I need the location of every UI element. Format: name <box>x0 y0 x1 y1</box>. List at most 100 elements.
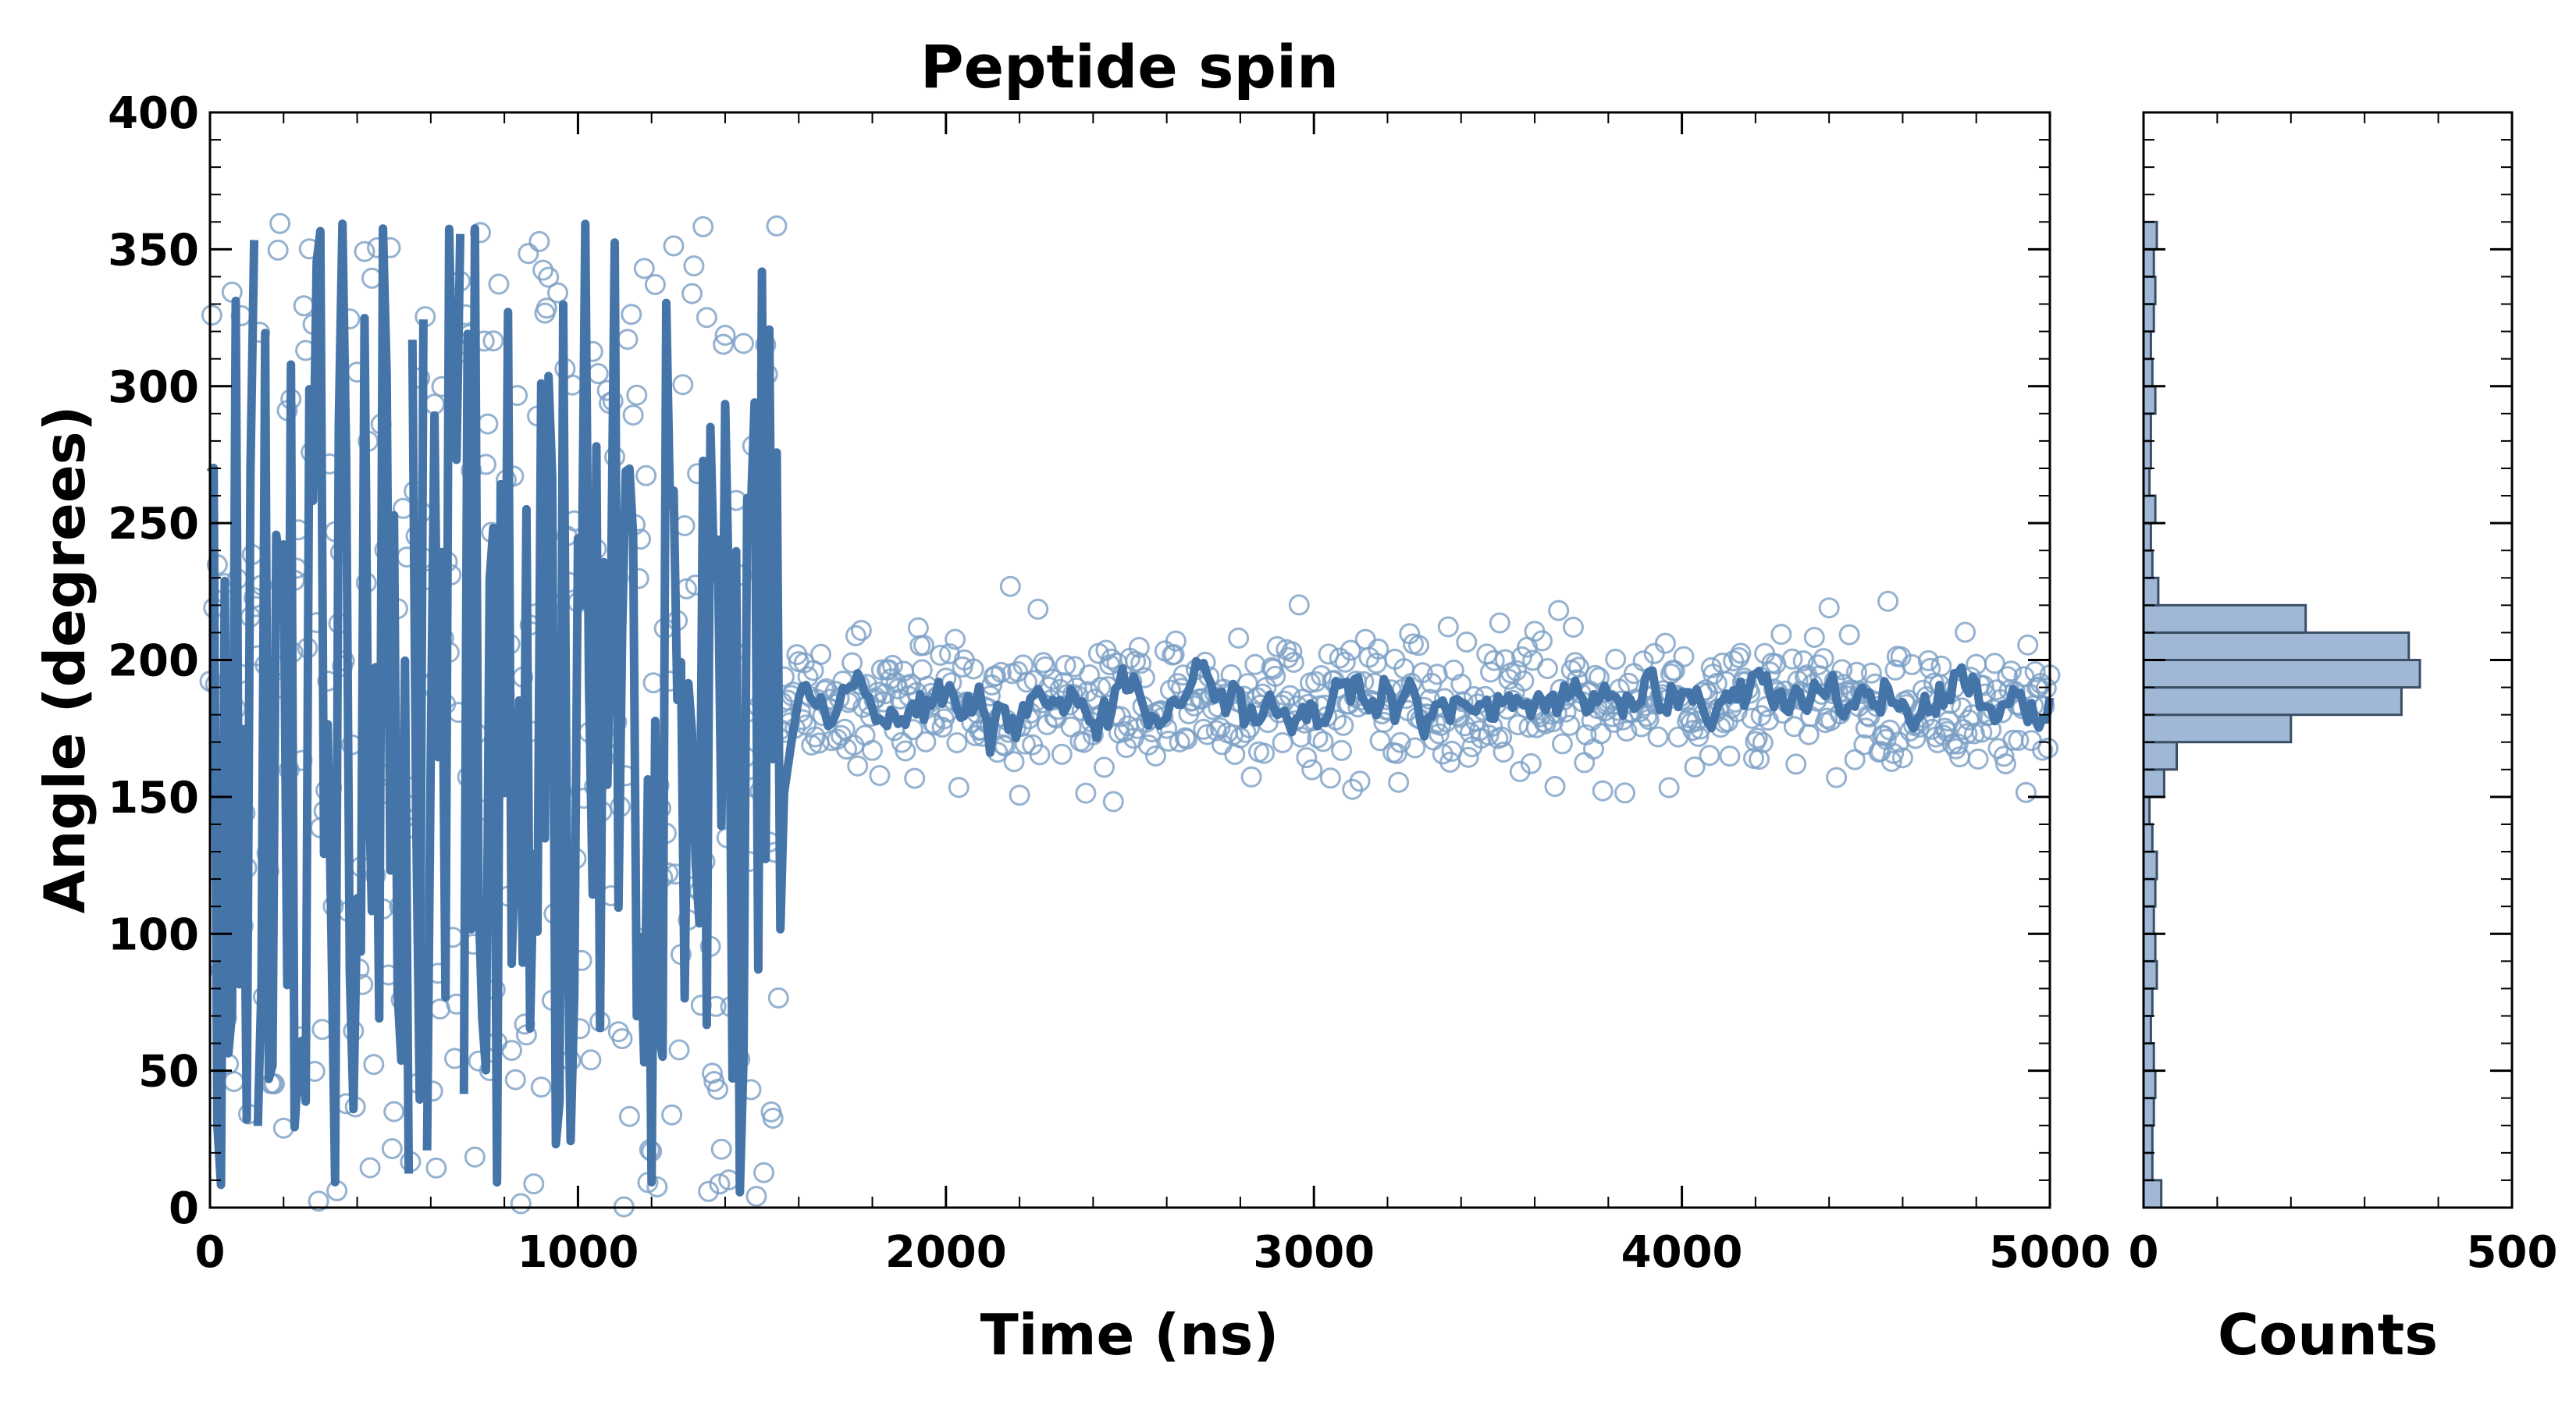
scatter-point <box>710 1138 732 1160</box>
scatter-point <box>1342 778 1364 800</box>
scatter-point <box>1478 724 1500 746</box>
scatter-point <box>1890 646 1912 667</box>
scatter-point <box>1075 782 1097 804</box>
histogram-bar <box>2142 247 2155 278</box>
scatter-point <box>1197 724 1218 745</box>
scatter-point <box>931 717 953 738</box>
scatter-point <box>1102 791 1124 813</box>
scatter-point <box>672 374 694 396</box>
scatter-point <box>1176 728 1198 750</box>
scatter-point <box>538 266 560 288</box>
scatter-point <box>948 777 970 799</box>
scatter-point <box>745 1186 767 1208</box>
scatter-point <box>1941 733 1963 755</box>
y-tick-label: 50 <box>138 1047 199 1098</box>
scatter-point <box>530 1076 552 1098</box>
scatter-point <box>1585 664 1606 686</box>
scatter-point <box>528 230 550 252</box>
x-tick-label: 2000 <box>885 1227 1007 1278</box>
scatter-point <box>1616 721 1638 742</box>
scatter-point <box>1130 653 1152 674</box>
scatter-point <box>1559 714 1581 736</box>
scatter-point <box>223 1071 245 1092</box>
scatter-point <box>363 1054 385 1076</box>
histogram-ticks: 0 500 <box>2129 111 2557 1278</box>
scatter-point <box>766 215 788 237</box>
scatter-point <box>1288 594 1310 616</box>
scatter-point <box>1076 681 1098 703</box>
scatter-point <box>2024 661 2046 682</box>
histogram-bar <box>2142 768 2165 799</box>
scatter-point <box>1265 665 1286 687</box>
histogram-bar <box>2142 686 2403 717</box>
scatter-point <box>1741 707 1763 729</box>
scatter-point <box>621 304 642 326</box>
scatter-point <box>1831 659 1853 681</box>
y-tick-label: 200 <box>108 636 199 687</box>
scatter-point <box>1055 654 1076 676</box>
trace-segment <box>459 219 2055 1197</box>
histogram-bar <box>2142 303 2155 333</box>
scatter-point <box>477 413 499 435</box>
scatter-point <box>1632 650 1654 672</box>
scatter-point <box>1290 726 1312 748</box>
scatter-point <box>946 732 968 753</box>
scatter-point <box>1826 767 1848 788</box>
scatter-point <box>1795 666 1816 688</box>
scatter-point <box>1051 743 1073 765</box>
y-tick-label: 150 <box>108 773 199 824</box>
scatter-point <box>201 304 222 326</box>
histogram-bar <box>2142 850 2158 881</box>
scatter-point <box>383 1101 405 1123</box>
scatter-point <box>1993 745 2015 767</box>
scatter-point <box>1984 653 2005 674</box>
y-tick-label: 300 <box>108 362 199 413</box>
scatter-point <box>1866 696 1888 717</box>
scatter-point <box>1509 760 1531 782</box>
scatter-point <box>1682 720 1704 742</box>
scatter-point <box>1688 726 1710 747</box>
scatter-point <box>1332 714 1354 736</box>
histogram-bar <box>2142 603 2307 634</box>
scatter-point <box>1145 745 1166 767</box>
scatter-point <box>587 363 609 385</box>
scatter-point <box>1483 649 1505 671</box>
trace-segment <box>253 219 414 1187</box>
scatter-point <box>1888 731 1910 753</box>
histogram-bar <box>2142 905 2155 935</box>
histogram-bar <box>2142 549 2154 579</box>
scatter-point <box>1331 739 1353 761</box>
scatter-point <box>1548 600 1570 621</box>
x-tick-label: 5000 <box>1989 1227 2111 1278</box>
scatter-point <box>681 283 703 304</box>
scatter-point <box>1388 771 1410 793</box>
scatter-point <box>1818 597 1840 619</box>
scatter-point <box>1781 648 1803 670</box>
scatter-point <box>1283 652 1304 673</box>
scatter-point <box>488 273 510 295</box>
scatter-point <box>1564 652 1586 674</box>
scatter-point <box>692 215 714 237</box>
scatter-point <box>1128 636 1150 658</box>
scatter-point <box>895 740 916 762</box>
y-tick-label: 250 <box>108 499 199 550</box>
scatter-point <box>707 1079 728 1100</box>
scatter-point <box>267 239 289 261</box>
scatter-point <box>1844 749 1866 770</box>
scatter-point <box>1349 770 1371 792</box>
scatter-point <box>1493 741 1514 763</box>
scatter-point <box>1803 627 1825 648</box>
scatter-point <box>1813 648 1834 670</box>
scatter-point <box>709 1173 731 1195</box>
scatter-point <box>1016 671 1037 693</box>
scatter-point <box>1456 632 1478 653</box>
x-axis-label: Time (ns) <box>980 1302 1279 1368</box>
scatter-point <box>523 1173 545 1195</box>
scatter-point <box>269 212 291 234</box>
histogram-bar <box>2142 987 2154 1018</box>
histogram-bar <box>2142 358 2154 388</box>
scatter-point <box>1955 621 1976 643</box>
scatter-point <box>1749 749 1770 770</box>
scatter-point <box>907 617 929 639</box>
